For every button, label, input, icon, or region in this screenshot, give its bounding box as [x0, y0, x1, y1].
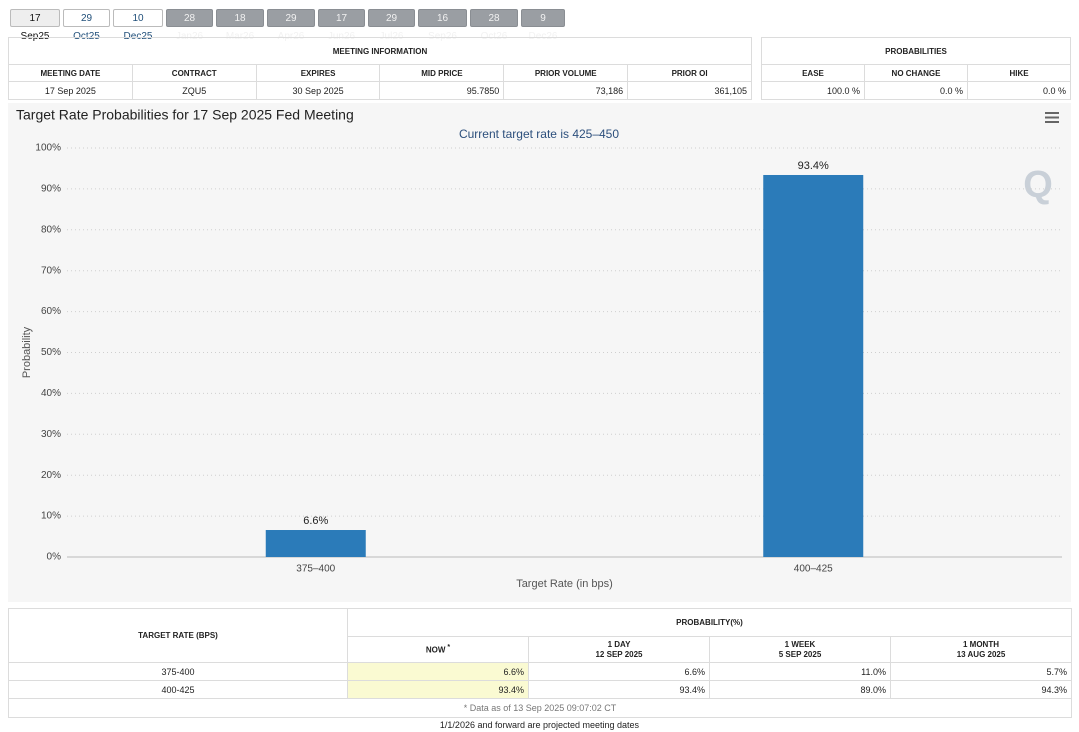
table-row: 400-425 93.4% 93.4% 89.0% 94.3% [8, 680, 1072, 699]
table-row: 100.0 % 0.0 % 0.0 % [761, 81, 1071, 100]
column-label: 1 MONTH [963, 639, 999, 649]
chart: Target Rate Probabilities for 17 Sep 202… [8, 103, 1071, 602]
table-cell: 361,105 [627, 81, 752, 100]
table-title: PROBABILITY(%) [347, 608, 1072, 637]
table-cell: 6.6% [347, 662, 529, 681]
column-date: 12 SEP 2025 [595, 649, 643, 659]
column-label: 1 DAY [607, 639, 631, 649]
column-header: EXPIRES [255, 64, 381, 82]
table-row: 17 Sep 2025 ZQU5 30 Sep 2025 95.7850 73,186 3… [8, 81, 752, 100]
table-header-row: TARGET RATE (BPS) PROBABILITY(%) [8, 608, 1072, 663]
column-header-row: MEETING DATE CONTRACT EXPIRES MID PRICE PRIO… [8, 64, 752, 82]
table-cell: 93.4% [347, 680, 529, 699]
table-cell: 30 Sep 2025 [255, 81, 381, 100]
table-row: 375-400 6.6% 6.6% 11.0% 5.7% [8, 662, 1072, 681]
column-header: PRIOR VOLUME [503, 64, 629, 82]
y-tick-label: 0% [47, 552, 62, 563]
meeting-tab[interactable]: 9 Dec26 [521, 9, 565, 42]
table-header-row: MEETING INFORMATION [8, 37, 752, 65]
column-header: PRIOR OI [627, 64, 752, 82]
column-date: 13 AUG 2025 [956, 649, 1006, 659]
column-header: EASE [761, 64, 865, 82]
logo: Q [1023, 164, 1053, 206]
table-cell: 95.7850 [379, 81, 505, 100]
bar [763, 174, 864, 557]
chart-title: Target Rate Probabilities for 17 Sep 202… [16, 107, 354, 123]
column-header: NO CHANGE [864, 64, 968, 82]
table-cell: 93.4% [528, 680, 710, 699]
column-header: HIKE [967, 64, 1071, 82]
table-cell: 0.0 % [864, 81, 968, 100]
menu-button[interactable] [1045, 112, 1059, 123]
chart-subtitle: Current target rate is 425–450 [459, 127, 619, 141]
meeting-tab[interactable]: 18 Mar26 [216, 9, 264, 42]
x-tick-label: 400–425 [794, 564, 833, 575]
column-header: 1 DAY 12 SEP 2025 [528, 636, 710, 663]
y-tick-label: 60% [41, 306, 61, 317]
column-header: 1 WEEK 5 SEP 2025 [709, 636, 891, 663]
bar [265, 530, 366, 557]
column-note: * [447, 644, 451, 652]
table-cell: 73,186 [503, 81, 629, 100]
meeting-tab[interactable]: 16 Sep26 [418, 9, 467, 42]
column-header: MEETING DATE [8, 64, 133, 82]
meeting-tab[interactable]: 29 Jul26 [368, 9, 415, 42]
probability-table: TARGET RATE (BPS) PROBABILITY(%) NOW * 1 DAY… [8, 608, 1072, 718]
probabilities-table: PROBABILITIES EASE NO CHANGE HIKE 100.0 % 0.0… [761, 37, 1071, 100]
footnote: * Data as of 13 Sep 2025 09:07:02 CT [8, 698, 1072, 718]
table-cell: 11.0% [709, 662, 891, 681]
footnote-row: * Data as of 13 Sep 2025 09:07:02 CT [8, 698, 1072, 718]
meeting-tab[interactable]: 10 Dec25 [113, 9, 163, 42]
table-cell: 6.6% [528, 662, 710, 681]
table-title: PROBABILITIES [761, 37, 1071, 65]
table-cell: 89.0% [709, 680, 891, 699]
value-label: 6.6% [303, 515, 328, 527]
column-header: MID PRICE [379, 64, 505, 82]
column-label: NOW [425, 645, 446, 655]
table-cell: 375-400 [8, 662, 348, 681]
y-tick-label: 20% [41, 470, 61, 481]
y-tick-label: 80% [41, 224, 61, 235]
y-tick-label: 90% [41, 184, 61, 195]
column-header: CONTRACT [131, 64, 257, 82]
footer-note: 1/1/2026 and forward are projected meeti… [439, 720, 640, 730]
table-cell: 0.0 % [967, 81, 1071, 100]
column-header-row: EASE NO CHANGE HIKE [761, 64, 1071, 82]
meeting-tab[interactable]: 29 Apr26 [267, 9, 315, 42]
table-cell: ZQU5 [131, 81, 257, 100]
row-header: TARGET RATE (BPS) [8, 608, 348, 663]
x-axis-label: Target Rate (in bps) [516, 578, 613, 590]
table-cell: 17 Sep 2025 [8, 81, 133, 100]
meeting-tab[interactable]: 17 Jun26 [318, 9, 365, 42]
column-date: 5 SEP 2025 [778, 649, 822, 659]
y-tick-label: 100% [35, 143, 61, 154]
x-tick-label: 375–400 [296, 564, 335, 575]
column-header-row: NOW * 1 DAY 12 SEP 2025 1 WEEK 5 SEP 2025 1 MO… [9, 636, 1072, 663]
meeting-tab[interactable]: 29 Oct25 [63, 9, 110, 42]
y-tick-label: 30% [41, 429, 61, 440]
table-cell: 400-425 [8, 680, 348, 699]
meeting-information-table: MEETING INFORMATION MEETING DATE CONTRACT E… [8, 37, 752, 100]
y-tick-label: 40% [41, 388, 61, 399]
table-header-row: PROBABILITIES [761, 37, 1071, 65]
y-tick-label: 50% [41, 347, 61, 358]
y-axis-label: Probability [21, 326, 33, 378]
table-cell: 100.0 % [761, 81, 865, 100]
table-title: MEETING INFORMATION [8, 37, 752, 65]
column-header: NOW * [347, 636, 529, 663]
y-tick-label: 70% [41, 265, 61, 276]
meeting-tab[interactable]: 28 Jan26 [166, 9, 213, 42]
table-cell: 94.3% [890, 680, 1072, 699]
column-header: 1 MONTH 13 AUG 2025 [890, 636, 1072, 663]
y-tick-label: 10% [41, 511, 61, 522]
meeting-tab[interactable]: 28 Oct26 [470, 9, 518, 42]
column-label: 1 WEEK [784, 639, 816, 649]
table-cell: 5.7% [890, 662, 1072, 681]
value-label: 93.4% [798, 160, 829, 172]
meeting-tab[interactable]: 17 Sep25 [10, 9, 60, 42]
